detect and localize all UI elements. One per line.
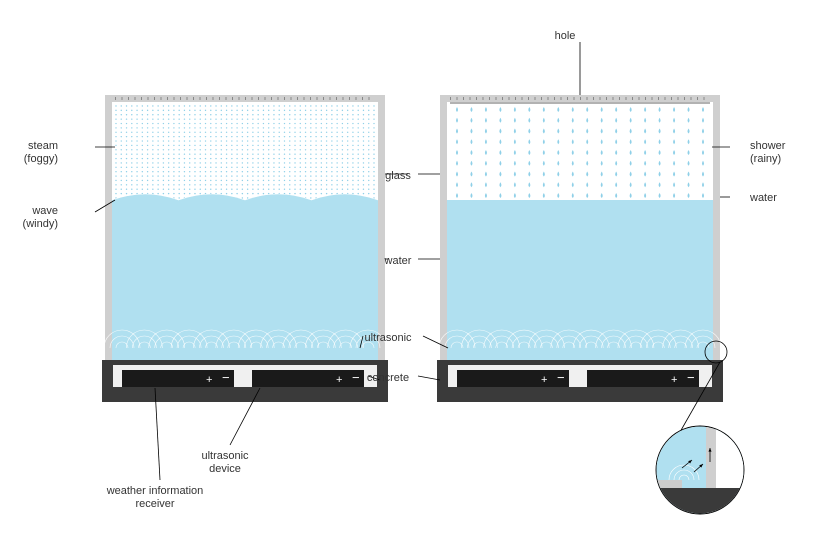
- label-water_r: water: [750, 192, 818, 205]
- svg-text:−: −: [222, 370, 230, 385]
- svg-text:+: +: [541, 374, 547, 386]
- label-receiver: weather informationreceiver: [105, 485, 205, 511]
- label-shower-sub: (rainy): [750, 153, 781, 165]
- label-glass: glass: [348, 170, 448, 183]
- label-receiver-sub: receiver: [135, 498, 174, 510]
- label-wave: wave(windy): [0, 205, 58, 231]
- svg-text:+: +: [671, 374, 677, 386]
- svg-text:−: −: [687, 370, 695, 385]
- label-ultra: ultrasonic: [338, 332, 438, 345]
- label-shower: shower(rainy): [750, 140, 818, 166]
- label-steam-sub: (foggy): [24, 153, 58, 165]
- label-ultradev: ultrasonicdevice: [175, 450, 275, 476]
- svg-text:−: −: [557, 370, 565, 385]
- diagram-canvas: +−+−+−+−: [0, 0, 818, 545]
- label-ultradev-sub: device: [209, 463, 241, 475]
- label-concrete: concrete: [338, 372, 438, 385]
- svg-text:+: +: [206, 374, 212, 386]
- label-hole: hole: [515, 30, 615, 43]
- label-wave-sub: (windy): [23, 218, 58, 230]
- label-steam: steam(foggy): [0, 140, 58, 166]
- label-water_c: water: [348, 255, 448, 268]
